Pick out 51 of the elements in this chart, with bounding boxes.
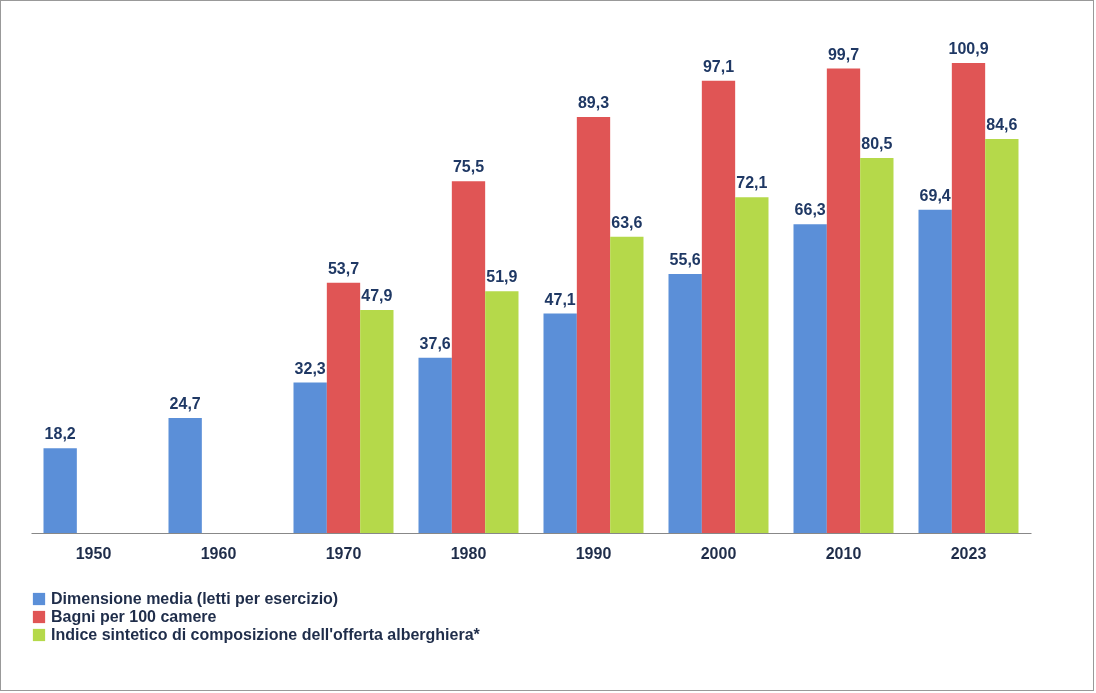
bar: [985, 138, 1019, 533]
bar: [43, 448, 77, 533]
data-label: 72,1: [736, 174, 768, 192]
x-tick-label: 2010: [825, 544, 862, 562]
bar: [293, 382, 327, 533]
data-label: 55,6: [669, 251, 701, 269]
data-label: 89,3: [577, 94, 610, 112]
bar: [701, 80, 736, 533]
data-label: 63,6: [611, 213, 643, 231]
data-label: 100,9: [948, 40, 989, 57]
bar: [610, 236, 644, 533]
x-tick-label: 1990: [575, 544, 612, 562]
bar: [918, 209, 952, 533]
bar: [451, 181, 486, 533]
bar: [168, 417, 202, 533]
data-label: 80,5: [861, 135, 893, 153]
data-label: 18,2: [44, 425, 76, 443]
bar: [418, 357, 452, 533]
bar: [543, 313, 577, 533]
data-label: 53,7: [327, 259, 360, 277]
x-tick-label: 1970: [325, 544, 362, 562]
data-label: 47,1: [544, 290, 576, 308]
bar: [826, 68, 861, 533]
bar: [326, 282, 361, 533]
data-label: 69,4: [919, 186, 951, 204]
data-label: 51,9: [486, 268, 518, 286]
data-label: 66,3: [794, 201, 826, 219]
data-label: 32,3: [294, 359, 326, 377]
data-label: 24,7: [169, 394, 201, 412]
data-label: 97,1: [702, 57, 735, 75]
bar: [735, 197, 769, 533]
data-label: 47,9: [361, 286, 393, 304]
bar: [576, 117, 611, 533]
x-tick-label: 1950: [75, 544, 112, 562]
data-label: 84,6: [986, 115, 1018, 133]
legend-label: Indice sintetico di composizione dell'offerta alberghiera*: [51, 626, 481, 643]
data-label: 37,6: [419, 334, 451, 352]
bar: [485, 291, 519, 533]
bar: [860, 158, 894, 533]
x-tick-label: 2000: [700, 544, 737, 562]
data-label: 75,5: [452, 158, 485, 176]
bar: [951, 63, 986, 533]
bar: [360, 309, 394, 533]
legend-label: Dimensione media (letti per esercizio): [51, 590, 339, 607]
data-label: 99,7: [827, 45, 860, 63]
x-tick-label: 1960: [200, 544, 237, 562]
legend-label: Bagni per 100 camere: [51, 608, 217, 625]
x-tick-label: 1980: [450, 544, 487, 562]
x-tick-label: 2023: [950, 544, 987, 562]
bar: [793, 224, 827, 533]
bar: [668, 274, 702, 533]
